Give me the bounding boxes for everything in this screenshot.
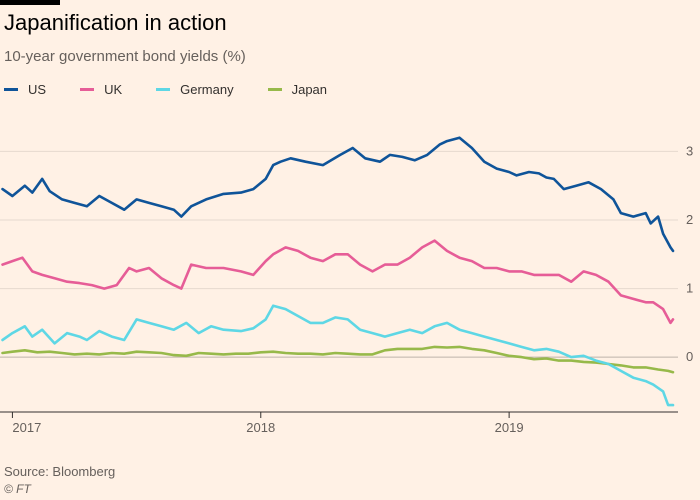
y-tick-label-0: 0 — [686, 349, 693, 364]
series-line-uk — [1, 239, 675, 325]
series-line-germany — [1, 304, 675, 407]
line-chart: 3 2 1 0 2017 2018 2019 — [0, 136, 693, 435]
x-tick-label-2018: 2018 — [246, 420, 275, 435]
legend-item-us: US — [4, 82, 46, 97]
series-line-japan — [1, 345, 675, 374]
y-tick-label-2: 2 — [686, 212, 693, 227]
legend-label-japan: Japan — [291, 81, 328, 97]
legend-label-us: US — [28, 81, 47, 97]
brand-bar — [0, 0, 60, 5]
y-tick-label-1: 1 — [686, 281, 693, 296]
x-tick-label-2017: 2017 — [12, 420, 41, 435]
chart-subtitle: 10-year government bond yields (%) — [4, 48, 246, 65]
series-line-us — [1, 136, 675, 253]
legend-label-germany: Germany — [180, 81, 234, 97]
legend-swatch-uk — [80, 87, 95, 91]
y-tick-label-3: 3 — [686, 143, 693, 158]
legend-swatch-japan — [267, 87, 282, 91]
legend-item-japan: Japan — [267, 81, 328, 97]
legend-swatch-us — [4, 87, 18, 91]
legend-label-uk: UK — [104, 81, 123, 97]
legend-item-germany: Germany — [156, 81, 234, 97]
copyright-note: © FT — [4, 482, 31, 496]
source-note: Source: Bloomberg — [4, 464, 116, 479]
chart-title: Japanification in action — [4, 10, 227, 35]
legend-item-uk: UK — [80, 82, 122, 97]
legend-swatch-germany — [156, 87, 171, 91]
x-tick-label-2019: 2019 — [495, 420, 524, 435]
legend: US UK Germany Japan — [4, 80, 361, 98]
